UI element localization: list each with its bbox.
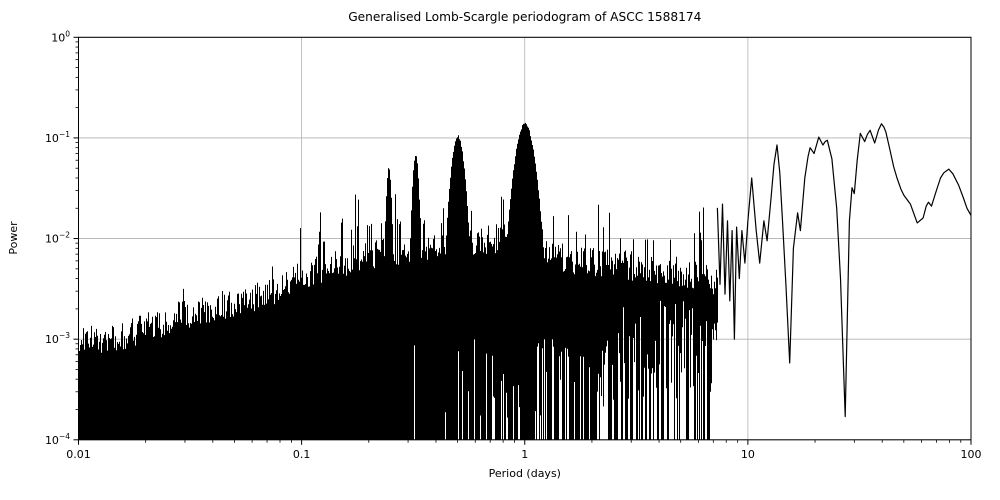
svg-text:10: 10: [741, 448, 755, 461]
svg-text:10−3: 10−3: [45, 331, 70, 346]
svg-text:1: 1: [521, 448, 528, 461]
x-axis-label: Period (days): [489, 467, 561, 480]
y-axis-ticks: 100 10−1 10−2 10−3 10−4: [45, 29, 79, 447]
y-axis-label: Power: [7, 221, 20, 255]
svg-text:0.01: 0.01: [66, 448, 91, 461]
svg-text:10−1: 10−1: [45, 130, 70, 145]
svg-text:100: 100: [961, 448, 982, 461]
periodogram-series: [79, 122, 971, 440]
svg-text:0.1: 0.1: [293, 448, 311, 461]
svg-text:10−2: 10−2: [45, 231, 70, 246]
chart-title: Generalised Lomb-Scargle periodogram of …: [348, 10, 701, 24]
x-axis-ticks: 0.01 0.1 1 10 100: [66, 439, 982, 461]
svg-text:100: 100: [51, 29, 70, 44]
svg-text:10−4: 10−4: [45, 432, 70, 447]
